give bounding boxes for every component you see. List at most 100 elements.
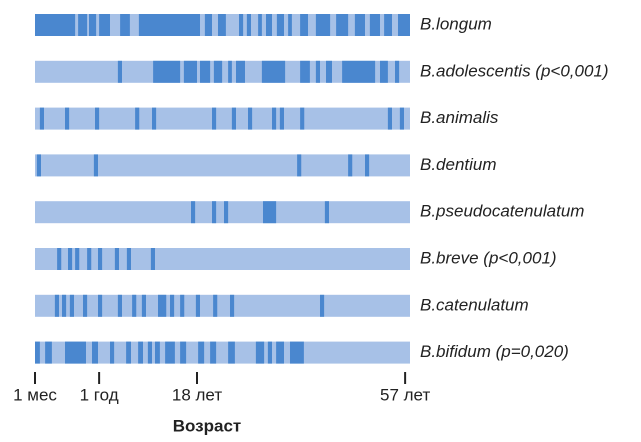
segment bbox=[180, 294, 185, 317]
segment bbox=[213, 294, 218, 317]
segment bbox=[263, 201, 277, 224]
segment bbox=[324, 201, 329, 224]
legend-label: B.pseudocatenulatum bbox=[420, 202, 584, 221]
segment bbox=[191, 201, 196, 224]
legend-label: B.bifidum (p=0,020) bbox=[420, 342, 569, 361]
segment bbox=[62, 294, 67, 317]
x-tick-label: 57 лет bbox=[380, 385, 430, 404]
segment bbox=[218, 14, 226, 36]
segment bbox=[150, 248, 155, 270]
segment bbox=[158, 294, 167, 317]
segment bbox=[98, 294, 103, 317]
segment bbox=[200, 60, 211, 83]
segment bbox=[258, 14, 262, 36]
segment bbox=[266, 14, 272, 36]
segment bbox=[69, 294, 74, 317]
segment bbox=[138, 14, 200, 36]
segment bbox=[365, 154, 370, 177]
segment bbox=[117, 60, 122, 83]
x-tick-label: 1 год bbox=[80, 385, 119, 404]
row-background bbox=[35, 107, 410, 130]
segment bbox=[87, 248, 92, 270]
segment bbox=[297, 154, 302, 177]
segment bbox=[65, 107, 70, 130]
segment bbox=[195, 294, 200, 317]
segment bbox=[92, 341, 98, 364]
segment bbox=[239, 14, 244, 36]
segment bbox=[54, 294, 59, 317]
row-background bbox=[35, 154, 410, 177]
segment bbox=[147, 341, 152, 364]
segment bbox=[78, 14, 88, 36]
segment bbox=[212, 107, 217, 130]
segment bbox=[114, 248, 119, 270]
segment bbox=[89, 14, 97, 36]
segment bbox=[320, 294, 325, 317]
segment bbox=[170, 294, 175, 317]
segment bbox=[246, 14, 251, 36]
segment bbox=[255, 341, 265, 364]
segment bbox=[117, 294, 122, 317]
segment bbox=[120, 14, 130, 36]
segment bbox=[398, 14, 410, 36]
segment bbox=[300, 107, 305, 130]
segment bbox=[300, 14, 308, 36]
segment bbox=[99, 14, 110, 36]
segment bbox=[155, 341, 160, 364]
segment bbox=[387, 107, 392, 130]
segment bbox=[135, 107, 140, 130]
x-axis-label: Возраст bbox=[173, 416, 242, 435]
segment bbox=[210, 341, 217, 364]
segment bbox=[83, 294, 88, 317]
segment bbox=[68, 248, 73, 270]
segment bbox=[348, 154, 353, 177]
segment bbox=[248, 107, 253, 130]
segment bbox=[315, 14, 331, 36]
segment bbox=[230, 294, 235, 317]
legend-label: B.dentium bbox=[420, 155, 497, 174]
segment bbox=[183, 60, 197, 83]
legend-label: B.animalis bbox=[420, 108, 499, 127]
segment bbox=[399, 107, 404, 130]
segment bbox=[267, 341, 272, 364]
segment bbox=[132, 294, 137, 317]
segment bbox=[57, 248, 62, 270]
x-tick-label: 18 лет bbox=[172, 385, 222, 404]
segment bbox=[272, 107, 277, 130]
segment bbox=[152, 107, 157, 130]
row-background bbox=[35, 294, 410, 317]
row-background bbox=[35, 341, 410, 364]
segment bbox=[204, 14, 212, 36]
segment bbox=[35, 341, 40, 364]
segment bbox=[261, 60, 286, 83]
segment bbox=[395, 60, 400, 83]
segment bbox=[198, 341, 205, 364]
segment bbox=[236, 60, 245, 83]
segment bbox=[380, 60, 388, 83]
segment bbox=[354, 14, 365, 36]
segment bbox=[180, 341, 187, 364]
segment bbox=[45, 341, 52, 364]
segment bbox=[276, 14, 284, 36]
segment bbox=[228, 341, 235, 364]
segment bbox=[315, 60, 320, 83]
segment bbox=[95, 107, 100, 130]
segment bbox=[165, 341, 175, 364]
segment bbox=[153, 60, 181, 83]
segment bbox=[336, 14, 349, 36]
segment bbox=[228, 60, 232, 83]
segment bbox=[110, 341, 115, 364]
segment bbox=[138, 341, 143, 364]
segment bbox=[36, 154, 41, 177]
legend-label: B.breve (p<0,001) bbox=[420, 248, 557, 267]
segment bbox=[212, 201, 217, 224]
segment bbox=[75, 248, 80, 270]
segment bbox=[224, 201, 229, 224]
segment bbox=[126, 341, 131, 364]
segment bbox=[65, 341, 86, 364]
segment bbox=[231, 107, 236, 130]
segment bbox=[384, 14, 392, 36]
segment bbox=[93, 154, 98, 177]
segment bbox=[141, 294, 146, 317]
